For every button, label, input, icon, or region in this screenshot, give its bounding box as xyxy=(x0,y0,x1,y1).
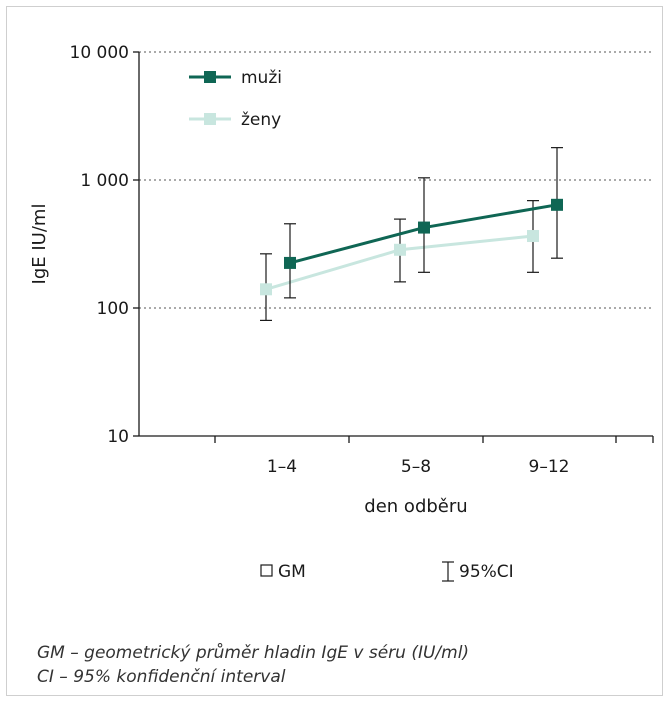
key-gm-symbol xyxy=(260,564,273,577)
footnote-ci: CI – 95% konfidenční interval xyxy=(37,667,286,687)
y-ticks: 10 100 1 000 10 000 xyxy=(70,43,139,447)
legend-label: ženy xyxy=(241,110,281,130)
y-tick-label: 10 000 xyxy=(70,43,129,63)
legend-label: muži xyxy=(241,68,282,88)
x-axis-title: den odběru xyxy=(364,496,467,517)
data-point xyxy=(284,256,296,269)
x-tick-label: 1–4 xyxy=(267,457,297,477)
data-point xyxy=(418,221,430,234)
data-point xyxy=(260,283,272,296)
series-muzi xyxy=(284,147,563,299)
legend-swatch-marker xyxy=(204,71,216,83)
x-ticks: 1–4 5–8 9–12 xyxy=(214,436,654,477)
y-tick-label: 1 000 xyxy=(80,171,129,191)
symbol-key: GM 95%CI xyxy=(260,561,514,582)
gridlines xyxy=(139,51,653,309)
y-axis-title: IgE IU/ml xyxy=(29,204,50,285)
chart: 10 100 1 000 10 000 1–4 5–8 9–12 IgE IU/ml de… xyxy=(29,43,654,582)
legend: muži ženy xyxy=(189,68,282,130)
x-tick-label: 5–8 xyxy=(401,457,431,477)
figure-frame: 10 100 1 000 10 000 1–4 5–8 9–12 IgE IU/ml de… xyxy=(6,6,663,696)
data-point xyxy=(551,198,563,211)
key-ci-label: 95%CI xyxy=(459,562,514,582)
data-point xyxy=(527,230,539,243)
legend-swatch-marker xyxy=(204,113,216,125)
footnote-gm: GM – geometrický průměr hladin IgE v sér… xyxy=(37,643,470,663)
y-tick-label: 100 xyxy=(97,299,129,319)
series-zeny xyxy=(260,200,539,322)
series xyxy=(260,147,563,322)
x-tick-label: 9–12 xyxy=(529,457,570,477)
axes xyxy=(138,52,653,437)
key-gm-label: GM xyxy=(278,562,306,582)
y-tick-label: 10 xyxy=(107,427,129,447)
data-point xyxy=(394,243,406,256)
